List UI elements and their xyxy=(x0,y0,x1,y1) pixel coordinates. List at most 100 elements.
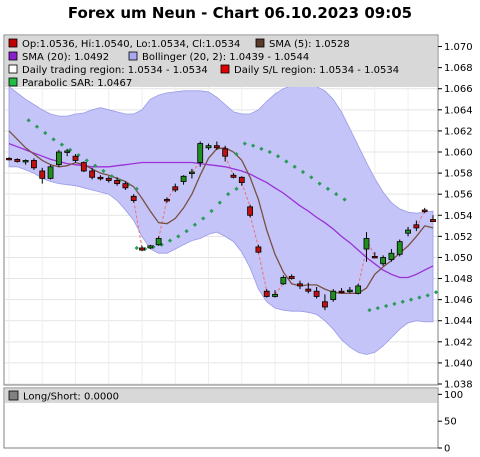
candle-up xyxy=(380,257,387,265)
gap-line xyxy=(133,200,143,249)
gap-line xyxy=(249,215,259,248)
y-tick-label: 1.070 xyxy=(444,42,473,53)
legend-swatch xyxy=(8,38,18,48)
gap-line xyxy=(257,252,268,292)
sub-legend-text: Long/Short: 0.0000 xyxy=(23,392,119,403)
candle-down xyxy=(305,288,312,292)
candle-down xyxy=(421,209,428,212)
candle-up xyxy=(180,175,187,182)
candle-up xyxy=(47,166,54,179)
candles xyxy=(6,141,436,311)
gap-line xyxy=(224,156,234,176)
candle-up xyxy=(189,171,195,174)
y-tick-label: 1.060 xyxy=(444,148,473,159)
candle-up xyxy=(55,151,62,166)
sar-dot xyxy=(242,141,247,146)
candle-up xyxy=(155,238,162,246)
sma-lines xyxy=(8,130,434,294)
candle-up xyxy=(346,289,353,293)
candle-down xyxy=(213,145,220,149)
candle-down xyxy=(89,170,96,178)
sar-dot xyxy=(317,181,322,186)
sar-dot xyxy=(184,228,189,234)
sar-dot xyxy=(59,142,65,147)
candle-down xyxy=(263,290,270,297)
gap-line xyxy=(357,248,367,287)
sar-dot xyxy=(134,245,139,251)
candle-up xyxy=(197,143,204,163)
candle-down xyxy=(247,206,253,216)
y-axis: 1.038 1.040 1.042 1.044 1.046 1.048 1.050 1.052… xyxy=(438,42,473,391)
sar-dot xyxy=(234,151,239,157)
sar-dot xyxy=(408,297,414,302)
gap-line xyxy=(166,186,176,201)
sar-dot xyxy=(134,186,139,192)
sma20-line xyxy=(8,142,434,279)
candle-up xyxy=(388,252,395,260)
sma5-line xyxy=(8,130,434,294)
gap-line xyxy=(415,209,426,229)
candle-up xyxy=(280,277,287,285)
candle-up xyxy=(205,145,212,149)
sar-dot xyxy=(309,175,314,180)
sar-dot xyxy=(201,216,206,221)
sar-dot xyxy=(101,168,106,174)
sar-dot xyxy=(217,200,222,205)
sar-dot xyxy=(417,295,422,300)
y-tick-label: 1.054 xyxy=(444,211,473,222)
y-tick-label: 1.038 xyxy=(444,380,473,391)
candle-up xyxy=(396,241,403,255)
sar-dot xyxy=(284,159,289,164)
sar-dot xyxy=(325,186,331,192)
candle-down xyxy=(297,283,303,287)
legend-label: Parabolic SAR: 1.0467 xyxy=(22,78,132,89)
bollinger-area xyxy=(8,84,434,355)
candle-down xyxy=(80,162,87,172)
sar-dot xyxy=(334,192,339,197)
candle-up xyxy=(147,245,154,249)
candle-down xyxy=(430,219,436,222)
gap-lines xyxy=(133,156,426,295)
sar-dot xyxy=(109,174,114,179)
chart-title: Forex um Neun - Chart 06.10.2023 09:05 xyxy=(68,4,412,22)
candle-down xyxy=(238,176,245,183)
sar-dot xyxy=(192,222,198,227)
sar-dot xyxy=(93,163,98,168)
candle-down xyxy=(338,290,345,294)
y-tick-label: 1.056 xyxy=(444,190,473,201)
y-tick-label: 1.040 xyxy=(444,358,473,369)
candle-up xyxy=(22,160,29,163)
candle-down xyxy=(39,170,46,179)
gap-line xyxy=(241,182,251,207)
y-tick-label: 1.042 xyxy=(444,337,473,348)
candle-down xyxy=(72,155,79,161)
candle-up xyxy=(272,293,278,297)
sar-dot xyxy=(26,118,31,123)
sar-dot xyxy=(342,197,347,202)
candle-down xyxy=(31,160,37,169)
candle-down xyxy=(222,148,229,157)
sar-dot xyxy=(34,124,40,129)
candle-up xyxy=(64,150,71,153)
candle-up xyxy=(355,285,362,294)
sar-dot xyxy=(209,208,214,214)
candle-down xyxy=(172,186,179,191)
candle-down xyxy=(255,246,262,253)
sar-dot xyxy=(176,234,181,239)
y-tick-label: 1.048 xyxy=(444,274,473,285)
sar-dot xyxy=(300,169,306,175)
sar-dot xyxy=(167,238,173,243)
candle-up xyxy=(405,229,411,234)
candle-up xyxy=(330,290,337,301)
sar-dot xyxy=(51,137,56,142)
legend-swatch xyxy=(255,38,265,48)
y-tick-label: 1.044 xyxy=(444,316,473,327)
sar-dot xyxy=(400,299,405,304)
candle-down xyxy=(139,247,145,251)
legend-swatch xyxy=(128,51,138,61)
y-tick-label: 1.050 xyxy=(444,253,473,264)
sub-legend-swatch xyxy=(8,390,19,401)
sar-dot xyxy=(84,158,89,163)
y-tick-label: 1.064 xyxy=(444,105,473,116)
sar-dot xyxy=(292,164,297,169)
